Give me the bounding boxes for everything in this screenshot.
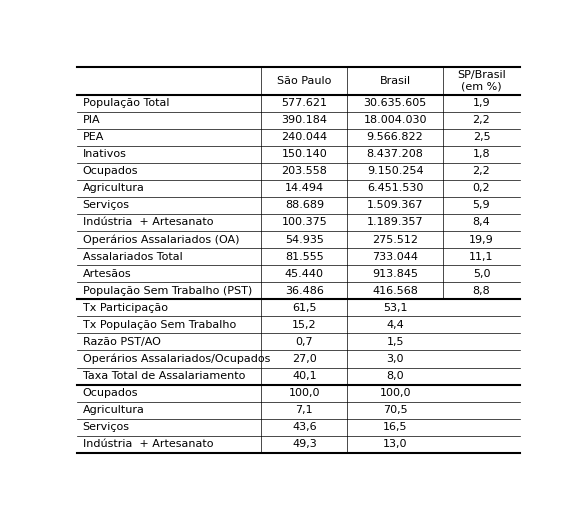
Text: 45.440: 45.440: [285, 269, 324, 278]
Text: Serviços: Serviços: [83, 200, 129, 211]
Text: Tx Participação: Tx Participação: [83, 303, 168, 313]
Text: 203.558: 203.558: [282, 166, 327, 176]
Text: São Paulo: São Paulo: [277, 76, 332, 86]
Text: 1,9: 1,9: [473, 98, 490, 108]
Text: Inativos: Inativos: [83, 149, 127, 159]
Text: 88.689: 88.689: [285, 200, 324, 211]
Text: 70,5: 70,5: [383, 405, 408, 415]
Text: 0,7: 0,7: [296, 337, 313, 347]
Text: 5,9: 5,9: [473, 200, 490, 211]
Text: 913.845: 913.845: [372, 269, 418, 278]
Text: 54.935: 54.935: [285, 235, 324, 245]
Text: Ocupados: Ocupados: [83, 166, 138, 176]
Text: 14.494: 14.494: [285, 183, 324, 193]
Text: 81.555: 81.555: [285, 251, 324, 262]
Text: 100,0: 100,0: [380, 388, 411, 398]
Text: 1,5: 1,5: [387, 337, 404, 347]
Text: Artesãos: Artesãos: [83, 269, 131, 278]
Text: 11,1: 11,1: [469, 251, 494, 262]
Text: 6.451.530: 6.451.530: [367, 183, 423, 193]
Text: 15,2: 15,2: [292, 320, 317, 330]
Text: 1.189.357: 1.189.357: [367, 218, 423, 227]
Text: PEA: PEA: [83, 132, 104, 142]
Text: População Total: População Total: [83, 98, 169, 108]
Text: 27,0: 27,0: [292, 354, 317, 364]
Text: 416.568: 416.568: [372, 286, 418, 296]
Text: População Sem Trabalho (PST): População Sem Trabalho (PST): [83, 286, 252, 296]
Text: 9.150.254: 9.150.254: [367, 166, 423, 176]
Text: PIA: PIA: [83, 115, 100, 125]
Text: Razão PST/AO: Razão PST/AO: [83, 337, 160, 347]
Text: 1,8: 1,8: [473, 149, 490, 159]
Text: 8,4: 8,4: [473, 218, 490, 227]
Text: 49,3: 49,3: [292, 439, 317, 449]
Text: 18.004.030: 18.004.030: [363, 115, 427, 125]
Text: Taxa Total de Assalariamento: Taxa Total de Assalariamento: [83, 371, 245, 381]
Text: 150.140: 150.140: [282, 149, 327, 159]
Text: 8,8: 8,8: [473, 286, 490, 296]
Text: Brasil: Brasil: [380, 76, 410, 86]
Text: 43,6: 43,6: [292, 422, 317, 432]
Text: 2,5: 2,5: [473, 132, 490, 142]
Text: 3,0: 3,0: [387, 354, 404, 364]
Text: 30.635.605: 30.635.605: [363, 98, 427, 108]
Text: 53,1: 53,1: [383, 303, 408, 313]
Text: Indústria  + Artesanato: Indústria + Artesanato: [83, 218, 213, 227]
Text: 13,0: 13,0: [383, 439, 408, 449]
Text: 16,5: 16,5: [383, 422, 408, 432]
Text: Operários Assalariados/Ocupados: Operários Assalariados/Ocupados: [83, 354, 270, 364]
Text: 9.566.822: 9.566.822: [367, 132, 423, 142]
Text: 100.375: 100.375: [282, 218, 327, 227]
Text: 61,5: 61,5: [292, 303, 317, 313]
Text: Assalariados Total: Assalariados Total: [83, 251, 182, 262]
Text: 5,0: 5,0: [473, 269, 490, 278]
Text: 19,9: 19,9: [469, 235, 494, 245]
Text: Ocupados: Ocupados: [83, 388, 138, 398]
Text: 2,2: 2,2: [473, 115, 490, 125]
Text: Serviços: Serviços: [83, 422, 129, 432]
Text: Agricultura: Agricultura: [83, 183, 145, 193]
Text: Tx População Sem Trabalho: Tx População Sem Trabalho: [83, 320, 236, 330]
Text: 40,1: 40,1: [292, 371, 317, 381]
Text: 7,1: 7,1: [296, 405, 313, 415]
Text: 2,2: 2,2: [473, 166, 490, 176]
Text: 4,4: 4,4: [386, 320, 404, 330]
Text: 275.512: 275.512: [372, 235, 418, 245]
Text: 8,0: 8,0: [387, 371, 404, 381]
Text: 100,0: 100,0: [289, 388, 320, 398]
Text: Indústria  + Artesanato: Indústria + Artesanato: [83, 439, 213, 449]
Text: 240.044: 240.044: [281, 132, 328, 142]
Text: 36.486: 36.486: [285, 286, 324, 296]
Text: 577.621: 577.621: [282, 98, 327, 108]
Text: 1.509.367: 1.509.367: [367, 200, 423, 211]
Text: 390.184: 390.184: [282, 115, 327, 125]
Text: Agricultura: Agricultura: [83, 405, 145, 415]
Text: 0,2: 0,2: [473, 183, 490, 193]
Text: Operários Assalariados (OA): Operários Assalariados (OA): [83, 235, 239, 245]
Text: 733.044: 733.044: [372, 251, 418, 262]
Text: SP/Brasil
(em %): SP/Brasil (em %): [457, 70, 506, 91]
Text: 8.437.208: 8.437.208: [367, 149, 423, 159]
